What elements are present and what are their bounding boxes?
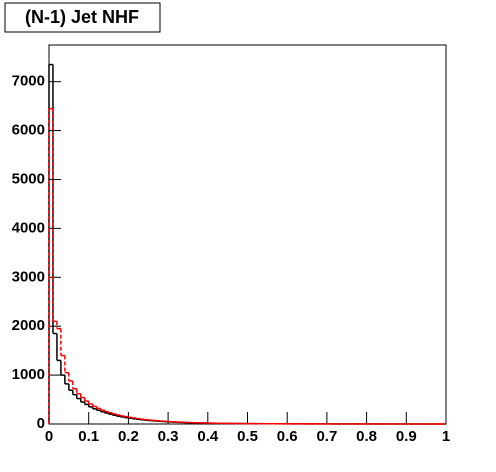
chart-title: (N-1) Jet NHF (25, 7, 139, 27)
y-tick-label: 2000 (12, 317, 45, 334)
y-tick-label: 1000 (12, 366, 45, 383)
x-tick-label: 0.3 (158, 428, 179, 445)
x-tick-label: 0.2 (118, 428, 139, 445)
x-tick-label: 0.5 (237, 428, 258, 445)
y-tick-label: 4000 (12, 219, 45, 236)
x-tick-label: 0 (45, 428, 53, 445)
y-tick-label: 3000 (12, 268, 45, 285)
x-tick-label: 1 (442, 428, 450, 445)
x-tick-label: 0.6 (277, 428, 298, 445)
y-tick-label: 6000 (12, 122, 45, 139)
x-tick-label: 0.1 (78, 428, 99, 445)
x-tick-label: 0.4 (197, 428, 219, 445)
x-tick-label: 0.9 (396, 428, 417, 445)
x-tick-label: 0.8 (356, 428, 377, 445)
y-tick-label: 5000 (12, 170, 45, 187)
title-box (4, 2, 161, 33)
x-tick-label: 0.7 (316, 428, 337, 445)
y-tick-label: 0 (37, 415, 45, 432)
y-tick-label: 7000 (12, 73, 45, 90)
